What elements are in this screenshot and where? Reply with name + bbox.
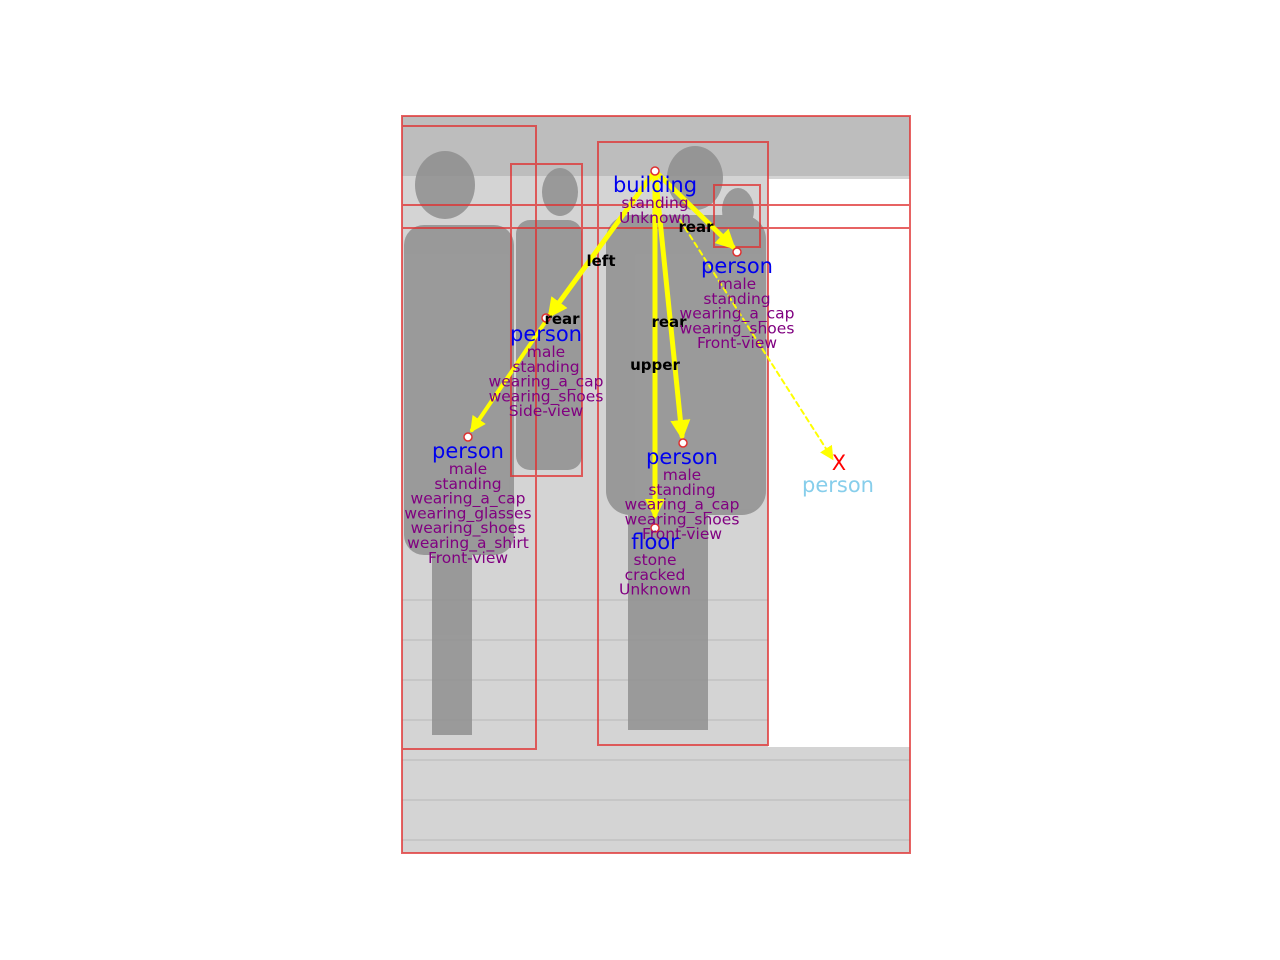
node-attribute: male — [449, 460, 487, 478]
node-attribute: stone — [634, 551, 677, 569]
anchor-person-center — [678, 438, 688, 448]
anchor-building — [650, 166, 660, 176]
node-person-right: personmalestandingwearing_a_capwearing_s… — [680, 254, 795, 352]
node-attribute: male — [527, 343, 565, 361]
anchor-person-right — [732, 247, 742, 257]
bbox-person-middle — [510, 163, 583, 477]
node-attribute: male — [718, 275, 756, 293]
node-attribute: Front-view — [642, 525, 722, 543]
missing-node: X person — [802, 451, 874, 497]
node-attribute: Unknown — [619, 581, 691, 599]
node-label: person — [432, 439, 504, 463]
relation-label-rear-center: rear — [651, 313, 687, 331]
node-attribute: Side-view — [509, 402, 584, 420]
node-attribute: standing — [621, 194, 688, 212]
node-attribute: wearing_a_cap — [489, 373, 604, 392]
node-attribute: cracked — [625, 566, 686, 584]
node-attribute: wearing_a_cap — [625, 496, 740, 515]
node-attribute: standing — [703, 290, 770, 308]
edge-rear-middle — [470, 313, 552, 433]
node-label: person — [646, 445, 718, 469]
node-attribute: wearing_glasses — [404, 504, 531, 523]
node-label: person — [510, 322, 582, 346]
node-attribute: Front-view — [697, 334, 777, 352]
relation-label-upper: upper — [630, 356, 680, 374]
node-attribute: standing — [648, 481, 715, 499]
node-attribute: wearing_shoes — [489, 387, 604, 406]
node-label: building — [613, 173, 697, 197]
edge-rear-center — [652, 168, 691, 440]
node-attribute: wearing_a_cap — [411, 490, 526, 509]
bbox-person-center — [597, 141, 769, 746]
missing-label: person — [802, 473, 874, 497]
node-label: person — [701, 254, 773, 278]
node-attribute: wearing_shoes — [625, 510, 740, 529]
node-attribute: wearing_shoes — [411, 519, 526, 538]
edge-left — [547, 168, 658, 319]
anchor-person-middle — [541, 313, 551, 323]
relation-label-rear-middle: rear — [544, 310, 580, 328]
anchor-floor — [650, 523, 660, 533]
node-person-middle: personmalestandingwearing_a_capwearing_s… — [489, 322, 604, 420]
node-attribute: Front-view — [428, 549, 508, 567]
node-attribute: standing — [512, 358, 579, 376]
missing-marker: X — [832, 451, 846, 475]
node-attribute: male — [663, 466, 701, 484]
node-person-left: personmalestandingwearing_a_capwearing_g… — [404, 439, 531, 567]
node-attribute: wearing_a_cap — [680, 305, 795, 324]
node-attribute: wearing_a_shirt — [407, 534, 529, 553]
node-label: floor — [631, 530, 679, 554]
edge-rear-right — [652, 168, 736, 250]
node-person-center: personmalestandingwearing_a_capwearing_s… — [625, 445, 740, 543]
relation-label-left: left — [586, 252, 615, 270]
node-attribute: standing — [434, 475, 501, 493]
relation-edges — [470, 168, 834, 519]
node-attribute: wearing_shoes — [680, 319, 795, 338]
relation-labels: rear left rear rear upper — [544, 218, 714, 374]
node-attribute: Unknown — [619, 209, 691, 227]
anchor-person-left — [463, 432, 473, 442]
node-labels: buildingstandingUnknownpersonmalestandin… — [404, 173, 794, 599]
node-anchors — [463, 166, 742, 533]
relation-label-rear-right: rear — [678, 218, 714, 236]
bbox-person-right — [713, 184, 761, 248]
edge-missing — [679, 219, 834, 461]
